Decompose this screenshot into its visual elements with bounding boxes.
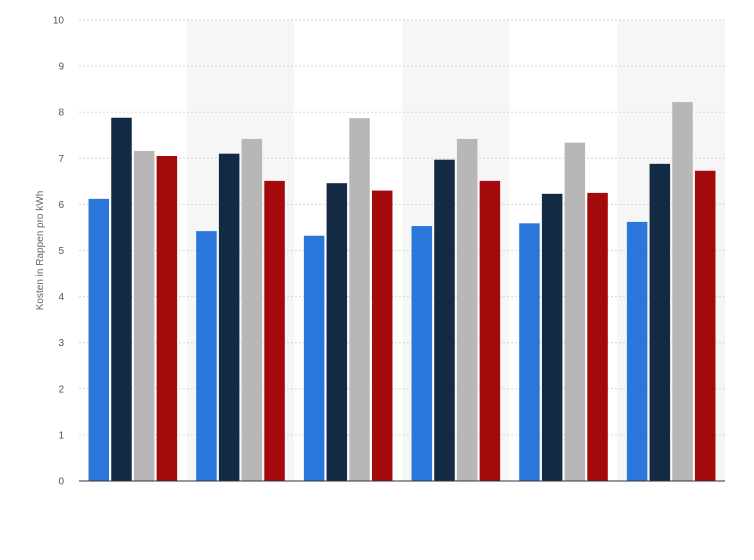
bar-series1-group3 xyxy=(303,235,325,481)
bar-series2-group6 xyxy=(649,163,671,481)
bar-series3-group1 xyxy=(133,150,155,481)
bar-series2-group4 xyxy=(434,159,455,482)
y-tick-label: 9 xyxy=(58,62,64,73)
bar-series2-group3 xyxy=(326,183,348,481)
bar-series1-group1 xyxy=(88,198,110,482)
y-axis-title: Kosten in Rappen pro kWh xyxy=(35,191,46,311)
y-tick-label: 6 xyxy=(58,200,64,211)
bar-series2-group5 xyxy=(541,193,563,481)
y-tick-label: 3 xyxy=(58,338,64,349)
y-tick-label: 8 xyxy=(58,108,64,119)
bar-series4-group5 xyxy=(587,192,608,481)
bar-series2-group2 xyxy=(218,153,240,481)
bar-series3-group6 xyxy=(672,102,693,482)
bar-series4-group1 xyxy=(156,155,178,481)
bar-series4-group6 xyxy=(694,170,716,481)
bar-series1-group6 xyxy=(626,221,648,481)
y-tick-label: 1 xyxy=(58,430,64,441)
bar-series3-group2 xyxy=(241,138,263,482)
bar-series4-group4 xyxy=(479,180,501,481)
y-tick-label: 7 xyxy=(58,154,64,165)
bar-series3-group3 xyxy=(349,118,370,482)
bar-series3-group4 xyxy=(456,138,478,482)
bar-series1-group2 xyxy=(196,231,217,481)
y-tick-label: 0 xyxy=(58,477,64,488)
bar-series2-group1 xyxy=(111,117,132,482)
bar-series1-group5 xyxy=(519,223,540,481)
bars xyxy=(88,102,716,482)
y-axis-ticks: 0 1 2 3 4 5 6 7 8 9 10 xyxy=(53,16,65,488)
y-tick-label: 10 xyxy=(53,16,65,27)
bar-series4-group2 xyxy=(264,180,285,481)
y-tick-label: 4 xyxy=(58,292,64,303)
bar-series1-group4 xyxy=(411,226,433,481)
bar-series3-group5 xyxy=(564,142,586,481)
y-tick-label: 2 xyxy=(58,384,64,395)
bar-series4-group3 xyxy=(371,190,393,481)
y-tick-label: 5 xyxy=(58,246,64,257)
